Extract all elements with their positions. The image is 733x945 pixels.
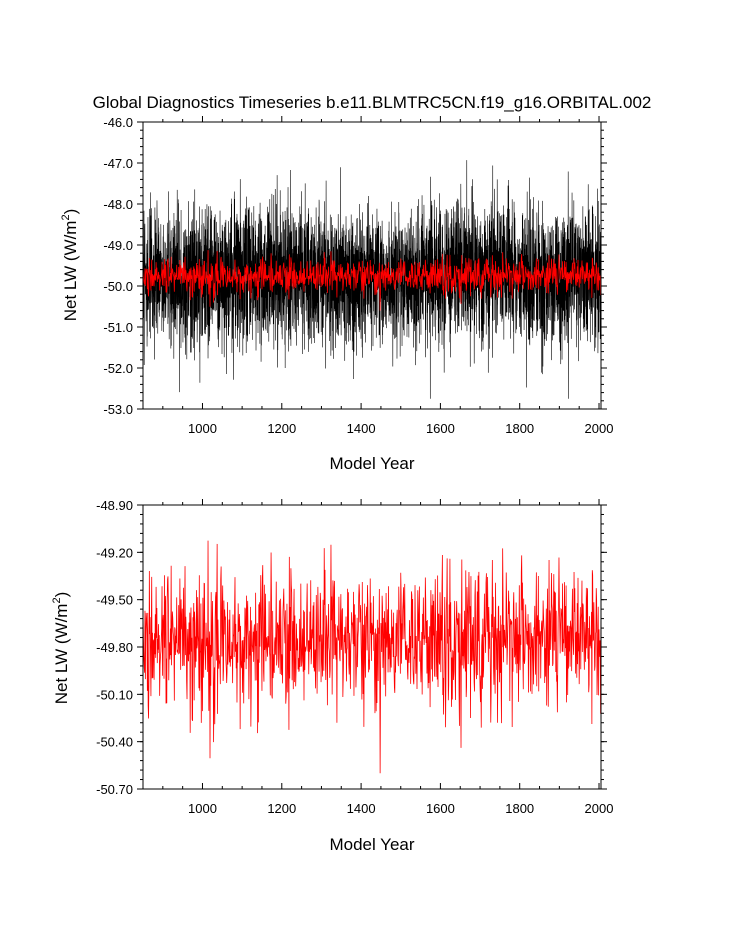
top-x-tick-label: 1400 <box>347 421 376 436</box>
top-y-axis-label-sup: 2 <box>60 214 72 220</box>
bottom-y-tick-label: -49.80 <box>96 640 133 655</box>
bottom-y-axis-label-end: ) <box>52 592 71 598</box>
bottom-x-tick-label: 1200 <box>267 801 296 816</box>
figure-title: Global Diagnostics Timeseries b.e11.BLMT… <box>93 93 652 112</box>
top-y-tick-label: -48.0 <box>103 197 133 212</box>
top-y-tick-label: -47.0 <box>103 156 133 171</box>
top-y-tick-label: -52.0 <box>103 361 133 376</box>
bottom-y-tick-label: -49.20 <box>96 545 133 560</box>
bottom-x-tick-label: 1800 <box>505 801 534 816</box>
bottom-y-axis-label-sup: 2 <box>51 597 63 603</box>
top-x-axis-label: Model Year <box>329 454 414 473</box>
bottom-y-tick-label: -50.10 <box>96 687 133 702</box>
top-y-tick-label: -50.0 <box>103 279 133 294</box>
bottom-x-axis-label: Model Year <box>329 835 414 854</box>
bottom-annual-line <box>142 540 602 774</box>
top-ticks: 1000 1200 1400 1600 1800 2000 -46.0 -47.0 -48.0 -… <box>103 115 613 436</box>
bottom-x-tick-label: 1000 <box>188 801 217 816</box>
bottom-y-tick-label: -50.70 <box>96 782 133 797</box>
bottom-x-tick-label: 1600 <box>426 801 455 816</box>
bottom-y-axis-label: Net LW (W/m2) <box>51 592 71 705</box>
top-y-tick-label: -46.0 <box>103 115 133 130</box>
top-y-axis-label: Net LW (W/m2) <box>60 209 80 322</box>
top-x-tick-label: 1000 <box>188 421 217 436</box>
bottom-x-tick-label: 2000 <box>585 801 614 816</box>
top-x-tick-label: 1200 <box>267 421 296 436</box>
top-annual-line <box>142 250 602 311</box>
bottom-chart: 1000 1200 1400 1600 1800 2000 -48.90 -49.20 -49.… <box>51 498 613 854</box>
bottom-y-tick-label: -49.50 <box>96 593 133 608</box>
bottom-y-tick-label: -48.90 <box>96 498 133 513</box>
top-y-tick-label: -53.0 <box>103 402 133 417</box>
top-plot-frame <box>142 121 602 410</box>
top-y-axis-label-end: ) <box>61 209 80 215</box>
bottom-x-tick-label: 1400 <box>347 801 376 816</box>
top-series <box>142 160 602 399</box>
top-y-axis-label-main: Net LW (W/m <box>61 221 80 322</box>
top-x-tick-label: 1600 <box>426 421 455 436</box>
top-x-tick-label: 1800 <box>505 421 534 436</box>
top-chart: 1000 1200 1400 1600 1800 2000 -46.0 -47.0 -48.0 -… <box>60 115 613 473</box>
top-y-tick-label: -51.0 <box>103 320 133 335</box>
top-x-tick-label: 2000 <box>585 421 614 436</box>
bottom-y-tick-label: -50.40 <box>96 735 133 750</box>
bottom-y-axis-label-main: Net LW (W/m <box>52 604 71 705</box>
bottom-series <box>142 540 602 774</box>
top-y-tick-label: -49.0 <box>103 238 133 253</box>
bottom-ticks: 1000 1200 1400 1600 1800 2000 -48.90 -49.20 -49.… <box>96 498 613 816</box>
